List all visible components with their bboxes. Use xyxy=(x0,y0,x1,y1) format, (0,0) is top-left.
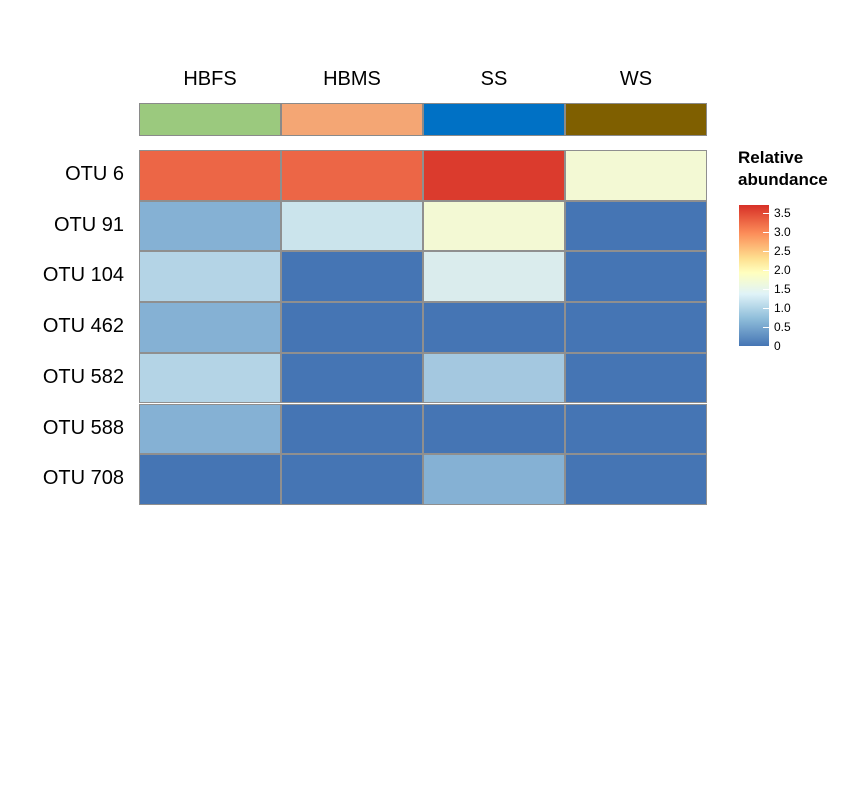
heatmap-cell xyxy=(423,302,565,353)
heatmap-cell xyxy=(565,251,707,303)
heatmap-cell xyxy=(565,352,707,404)
heatmap-cell xyxy=(139,403,281,455)
heatmap-cell xyxy=(281,403,423,455)
legend-tick-mark xyxy=(763,307,769,309)
heatmap-cell xyxy=(423,200,565,252)
legend-tick-label: 1.5 xyxy=(774,281,791,296)
heatmap-cell xyxy=(423,150,565,201)
row-label-otu-582: OTU 582 xyxy=(42,365,124,388)
heatmap-cell xyxy=(139,200,281,252)
heatmap-cell xyxy=(281,454,423,505)
heatmap-cell xyxy=(281,150,423,201)
row-label-otu-6: OTU 6 xyxy=(65,163,124,185)
heatmap-cell xyxy=(565,200,707,252)
legend-tick-label: 2.5 xyxy=(774,243,791,258)
heatmap-cell xyxy=(565,454,707,505)
heatmap-cell xyxy=(139,352,281,404)
legend-title: Relative abundance xyxy=(738,147,828,191)
column-label-hbfs: HBFS xyxy=(183,68,237,90)
row-label-otu-104: OTU 104 xyxy=(42,264,124,287)
legend-title-line2: abundance xyxy=(738,170,828,189)
heatmap-cell xyxy=(423,251,565,303)
legend-tick-mark xyxy=(763,250,769,252)
legend-title-line1: Relative xyxy=(738,148,804,167)
row-label-otu-91: OTU 91 xyxy=(53,213,124,236)
column-label-hbms: HBMS xyxy=(323,68,381,90)
legend-tick-mark xyxy=(763,346,769,347)
annotation-cell-ss xyxy=(423,103,565,136)
heatmap-cell xyxy=(565,302,707,353)
column-label-ss: SS xyxy=(480,68,508,90)
legend-tick-mark xyxy=(763,326,769,328)
heatmap-cell xyxy=(139,302,281,353)
legend-tick-mark xyxy=(763,212,769,214)
legend-tick-label: 2.0 xyxy=(774,262,791,277)
heatmap-cell xyxy=(281,251,423,303)
heatmap-cell xyxy=(139,454,281,505)
heatmap-cell xyxy=(281,352,423,404)
row-label-otu-708: OTU 708 xyxy=(42,467,124,490)
legend-tick-mark xyxy=(763,288,769,290)
legend-tick-mark xyxy=(763,231,769,233)
legend-tick-label: 1.0 xyxy=(774,300,791,315)
heatmap-cell xyxy=(281,302,423,353)
heatmap-cell xyxy=(423,403,565,455)
legend-tick-label: 3.5 xyxy=(774,205,791,220)
heatmap-cell xyxy=(565,403,707,455)
annotation-cell-hbfs xyxy=(139,103,281,136)
column-label-ws: WS xyxy=(619,68,653,90)
heatmap-cell xyxy=(281,200,423,252)
legend-color-bar xyxy=(739,205,769,346)
heatmap-cell xyxy=(139,251,281,303)
row-label-otu-462: OTU 462 xyxy=(42,315,124,338)
legend-tick-label: 0 xyxy=(774,339,781,353)
heatmap-cell xyxy=(423,352,565,404)
annotation-cell-hbms xyxy=(281,103,423,136)
heatmap-cell xyxy=(423,454,565,505)
legend-tick-mark xyxy=(763,269,769,271)
heatmap-cell xyxy=(139,150,281,201)
legend-tick-label: 0.5 xyxy=(774,319,791,334)
annotation-cell-ws xyxy=(565,103,707,136)
legend-tick-label: 3.0 xyxy=(774,224,791,239)
heatmap-cell xyxy=(565,150,707,201)
row-label-otu-588: OTU 588 xyxy=(42,416,124,439)
